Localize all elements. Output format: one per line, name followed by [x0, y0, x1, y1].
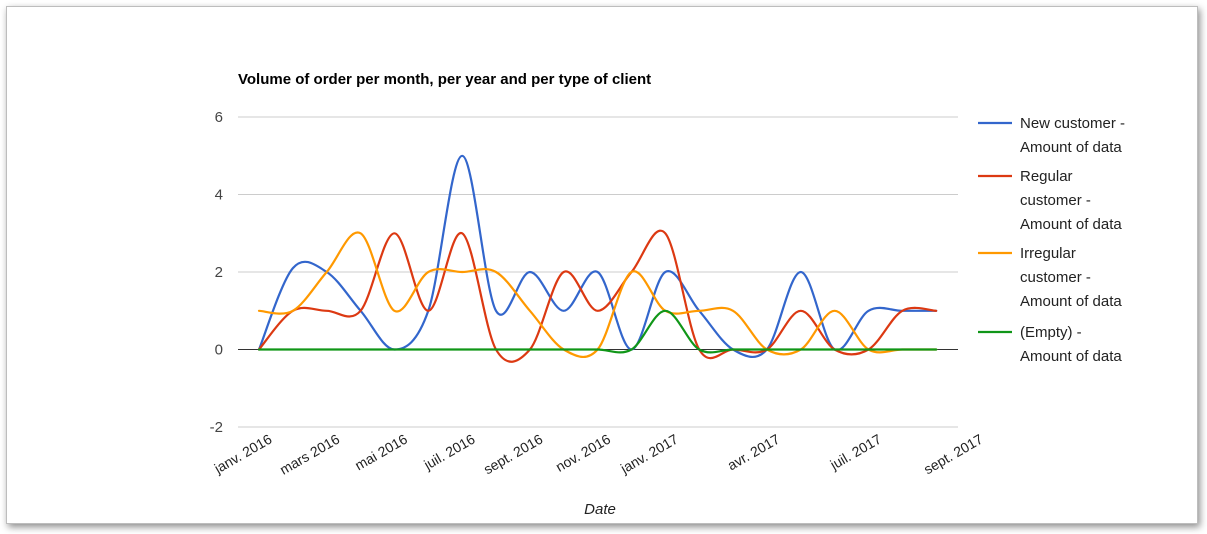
legend: New customer - Amount of data Regular custo… [978, 115, 1125, 365]
x-axis-label: Date [584, 501, 616, 518]
x-axis-ticks: janv. 2016 mars 2016 mai 2016 juil. 2016 sep… [211, 431, 986, 478]
series-line-1 [257, 229, 938, 363]
y-tick-label: 6 [215, 109, 223, 126]
legend-label: Amount of data [1020, 216, 1122, 233]
x-tick-label: avr. 2017 [725, 431, 783, 474]
x-tick-label: juil. 2017 [827, 431, 885, 473]
chart-frame [6, 6, 1198, 524]
x-tick-label: sept. 2017 [921, 431, 986, 478]
x-tick-label: nov. 2016 [553, 431, 614, 475]
series-lines [257, 154, 938, 363]
y-axis-ticks: -2 0 2 4 6 [210, 109, 223, 436]
x-tick-label: juil. 2016 [420, 431, 478, 473]
y-tick-label: 4 [215, 187, 223, 204]
legend-label: Amount of data [1020, 348, 1122, 365]
x-tick-label: janv. 2016 [211, 431, 275, 477]
x-tick-label: sept. 2016 [481, 431, 546, 478]
legend-label: Regular [1020, 168, 1073, 185]
series-line-2 [257, 231, 938, 358]
y-tick-label: -2 [210, 419, 223, 436]
y-tick-label: 2 [215, 264, 223, 281]
legend-label: Irregular [1020, 245, 1076, 262]
x-tick-label: mai 2016 [352, 431, 410, 474]
x-tick-label: janv. 2017 [617, 431, 681, 477]
series-line-0 [257, 154, 938, 358]
y-tick-label: 0 [215, 342, 223, 359]
legend-label: Amount of data [1020, 139, 1122, 156]
legend-label: New customer - [1020, 115, 1125, 132]
x-tick-label: mars 2016 [277, 431, 342, 478]
legend-label: customer - [1020, 269, 1091, 286]
legend-label: Amount of data [1020, 293, 1122, 310]
legend-label: customer - [1020, 192, 1091, 209]
chart-title: Volume of order per month, per year and … [238, 71, 651, 88]
legend-label: (Empty) - [1020, 324, 1082, 341]
series-line-3 [257, 309, 938, 354]
